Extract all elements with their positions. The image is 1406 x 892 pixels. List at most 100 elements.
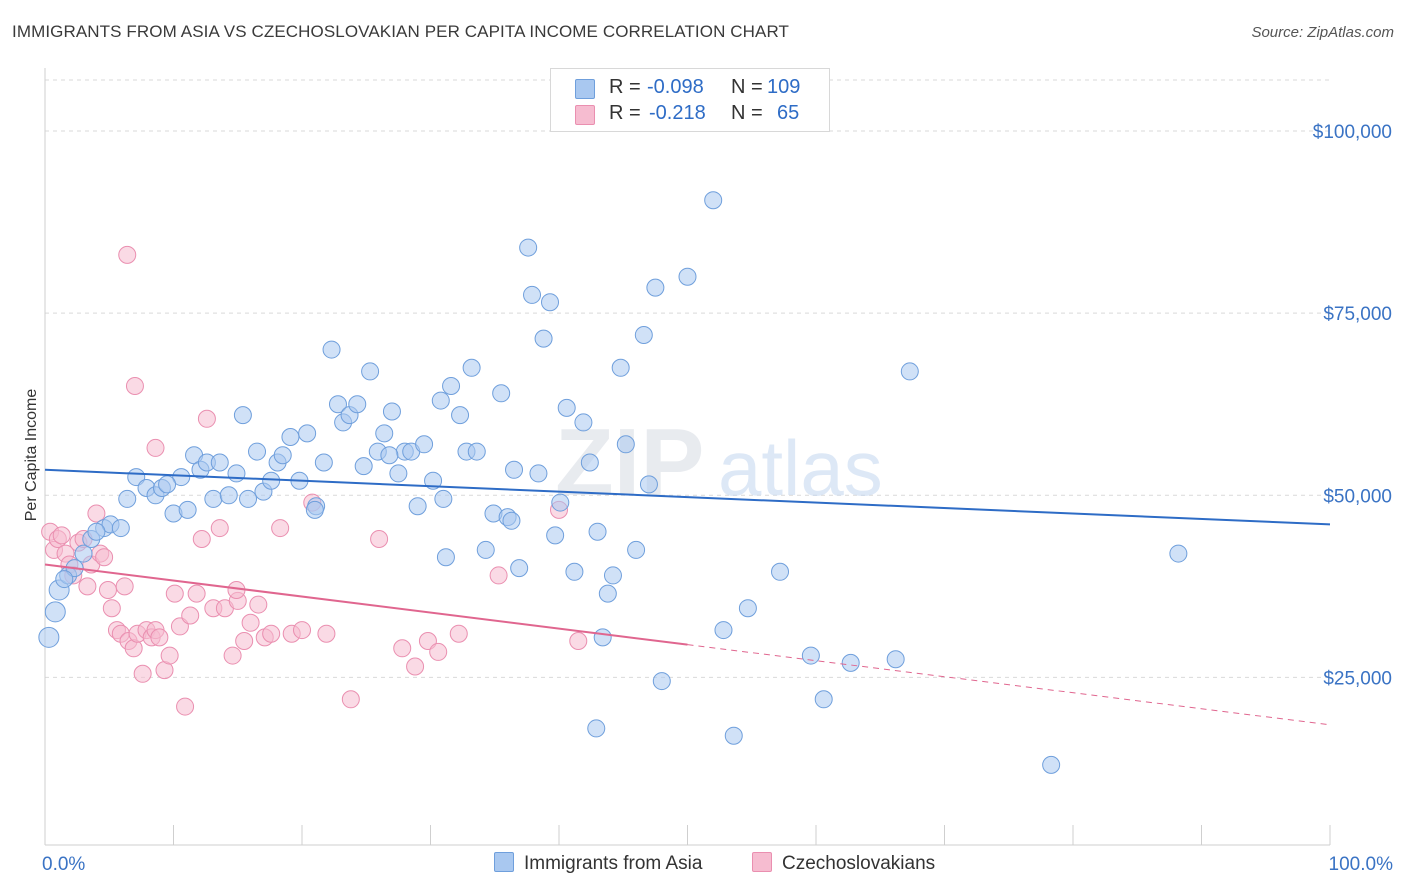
czech-point [262,624,281,643]
asia-point [724,726,743,745]
asia-point [436,548,455,567]
czech-point [489,566,508,585]
czech-point [569,632,588,650]
asia-point [248,442,267,461]
asia-point [704,191,723,210]
czech-point [176,697,195,716]
bottom-legend-czech-label: Czechoslovakians [782,853,936,874]
asia-point [328,395,347,414]
legend-swatch-czech [575,105,595,125]
asia-point [646,278,665,297]
asia-point [74,544,93,563]
asia-point [771,562,790,581]
asia-point [841,653,860,672]
y-tick-label: $75,000 [1323,304,1392,325]
tick-labels: $25,000 $50,000 $75,000 $100,000 0.0% 100.0% [42,122,1393,875]
watermark: ZIP atlas [555,409,883,516]
czech-point [118,245,137,264]
czech-point [293,621,311,640]
asia-point [262,471,281,490]
asia-point [476,540,495,559]
asia-point [382,402,401,421]
bottom-legend-czech: Czechoslovakians [752,852,935,875]
asia-point [678,267,697,286]
asia-point [519,238,538,257]
asia-point [442,377,461,395]
czech-point [317,624,336,643]
asia-point [118,489,137,508]
y-axis-title: Per Capita Income [23,389,40,522]
asia-point [574,413,593,432]
source-label: Source: ZipAtlas.com [1251,24,1394,41]
czech-point [370,530,389,548]
asia-point [801,646,820,665]
czech-point [165,584,184,603]
asia-point [627,540,646,559]
czech-point [393,639,412,658]
asia-point [502,511,521,530]
legend-r-label: R = [609,102,641,124]
czech-point [102,599,121,618]
asia-point [55,570,74,589]
czech-point [223,646,242,665]
asia-point [652,672,671,691]
asia-trend-line [44,468,1331,526]
asia-point [523,285,542,304]
asia-point [298,424,317,443]
czech-point [271,519,290,538]
czech-point [98,581,117,599]
asia-point [111,519,130,538]
asia-point [639,475,658,494]
asia-point [814,690,833,709]
czechoslovakian-points [41,245,588,716]
asia-point [551,493,570,512]
asia-point [587,719,606,738]
legend-swatch-asia [575,79,595,99]
bottom-swatch-asia [494,852,514,872]
asia-point [408,497,427,516]
asia-point [305,500,324,519]
asia-point [204,489,223,508]
chart-title: IMMIGRANTS FROM ASIA VS CZECHOSLOVAKIAN … [12,22,790,41]
asia-point [557,398,576,417]
asia-point [462,358,481,377]
asia-point [219,486,238,505]
czech-point [125,377,144,395]
asia-point [505,460,524,479]
x-tick-label: 0.0% [42,854,85,875]
czech-point [181,606,200,625]
asia-point [611,358,630,377]
asia-point [375,424,394,443]
czech-point [150,628,169,647]
czech-point [249,595,268,614]
asia-point [415,435,434,454]
asia-point [593,628,612,647]
asia-point [616,435,635,454]
czech-point [241,613,260,632]
czech-point [87,504,106,523]
asia-point [361,362,380,381]
y-tick-label: $100,000 [1313,122,1392,143]
asia-point [389,464,408,483]
asia-point [431,391,450,410]
czech-point [146,438,165,457]
asia-point [510,559,529,578]
czech-trend-line [44,563,688,646]
legend-r-value: -0.218 [649,102,706,124]
czech-point [449,624,468,643]
asia-point [380,446,399,465]
asia-point [314,453,333,472]
asia-point [1042,755,1061,774]
czech-point [52,526,71,545]
asia-point [451,406,470,425]
asia-point [38,626,60,648]
bottom-swatch-czech [752,852,772,872]
czech-point [406,657,425,676]
asia-point [565,562,584,581]
legend-n-label: N = [731,76,763,98]
asia-point [588,522,607,541]
asia-point [44,601,66,623]
asia-point [239,489,258,508]
asia-point [714,621,733,640]
